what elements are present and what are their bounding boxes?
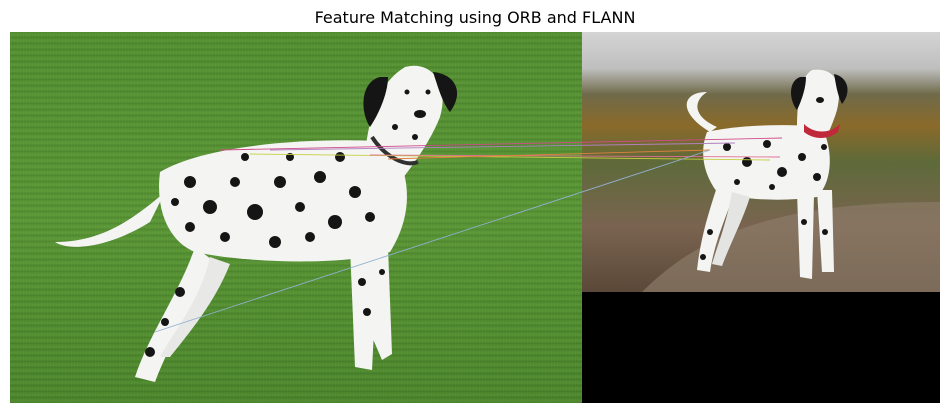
padding-black — [582, 292, 940, 403]
dalmatian-left — [55, 65, 458, 382]
match-line — [269, 142, 736, 151]
match-line — [154, 149, 711, 333]
dalmatian-right — [686, 69, 848, 279]
match-canvas — [10, 32, 940, 403]
plot-area — [10, 32, 940, 403]
collar — [804, 124, 840, 138]
query-image — [10, 32, 582, 403]
match-lines — [154, 137, 783, 333]
train-image — [582, 32, 940, 403]
match-line — [387, 149, 711, 160]
spots-right — [700, 140, 828, 260]
match-line — [369, 154, 781, 158]
spots — [145, 124, 418, 357]
match-line — [219, 137, 783, 151]
figure-title: Feature Matching using ORB and FLANN — [314, 8, 636, 27]
